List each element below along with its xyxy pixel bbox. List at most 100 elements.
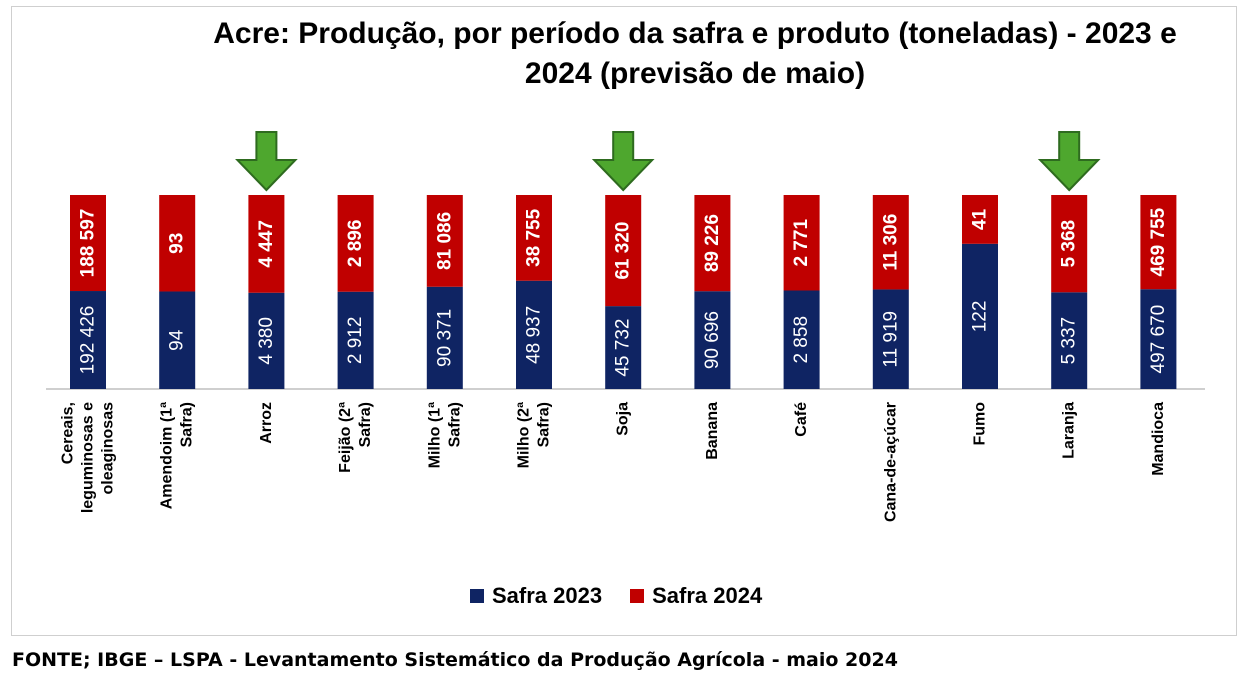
category-label-amendoim-1-safra: Amendoim (1ª Safra)	[159, 402, 196, 509]
chart-title: Acre: Produção, por período da safra e p…	[213, 17, 1177, 90]
highlight-arrow-icon-laranja	[1037, 131, 1101, 192]
legend: Safra 2023 Safra 2024	[470, 583, 790, 609]
category-label-fumo: Fumo	[972, 402, 989, 446]
category-label-line: Safra)	[446, 402, 463, 447]
bar-safra-2023-milho-2-safra	[516, 280, 552, 389]
category-label-line: Fumo	[972, 402, 989, 446]
legend-label-safra-2024: Safra 2024	[652, 583, 763, 608]
value-label-safra-2023-soja: 45 732	[613, 318, 634, 376]
bar-safra-2023-laranja	[1051, 292, 1088, 389]
value-label-safra-2024-arroz: 4 447	[256, 220, 277, 268]
value-label-safra-2024-soja: 61 320	[613, 221, 634, 279]
category-label-banana: Banana	[704, 402, 721, 460]
category-label-line: Safra)	[179, 402, 196, 447]
bar-safra-2023-cana-de-acucar	[872, 289, 909, 389]
value-label-safra-2023-milho-2-safra: 48 937	[524, 306, 545, 364]
bar-safra-2024-amendoim-1-safra	[159, 195, 196, 292]
category-label-line: Mandioca	[1150, 402, 1167, 476]
value-label-safra-2023-arroz: 4 380	[256, 317, 277, 365]
bar-safra-2023-banana	[694, 291, 731, 389]
bar-safra-2024-fumo	[962, 195, 998, 244]
category-label-cana-de-acucar: Cana-de-açúcar	[882, 402, 899, 522]
value-label-safra-2023-cereais-leguminosas-e-oleaginosas: 192 426	[78, 306, 99, 375]
category-label-line: Milho (1ª	[426, 402, 443, 468]
bar-safra-2023-fumo	[962, 243, 998, 389]
value-label-safra-2024-cana-de-acucar: 11 306	[880, 214, 901, 271]
bar-safra-2024-cafe	[783, 195, 820, 291]
value-label-safra-2023-feijao-2-safra: 2 912	[345, 317, 366, 365]
highlight-arrow-icon-arroz	[235, 131, 298, 192]
legend-item-safra-2024: Safra 2024	[630, 583, 762, 609]
category-label-milho-1-safra: Milho (1ª Safra)	[426, 402, 463, 468]
category-label-soja: Soja	[615, 402, 632, 436]
value-label-safra-2023-amendoim-1-safra: 94	[167, 329, 188, 351]
bar-safra-2024-arroz	[248, 195, 285, 293]
bar-safra-2023-mandioca	[1140, 289, 1177, 389]
category-label-line: Milho (2ª	[516, 402, 533, 468]
category-label-arroz: Arroz	[258, 402, 275, 444]
category-label-milho-2-safra: Milho (2ª Safra)	[516, 402, 553, 468]
highlight-arrow-icon-soja	[591, 131, 655, 192]
category-label-line: Laranja	[1061, 402, 1078, 459]
bar-safra-2024-milho-1-safra	[426, 195, 463, 287]
bar-safra-2024-mandioca	[1140, 195, 1177, 290]
value-label-safra-2023-banana: 90 696	[702, 311, 723, 369]
category-label-line: Safra)	[357, 402, 374, 447]
value-label-safra-2024-mandioca: 469 755	[1148, 207, 1169, 276]
category-label-line: Cereais,	[60, 402, 77, 464]
category-labels: Cereais, leguminosas e oleaginosas Amendoim…	[60, 402, 1167, 522]
value-label-safra-2024-fumo: 41	[970, 208, 991, 230]
value-label-safra-2024-milho-2-safra: 38 755	[524, 208, 545, 267]
value-label-safra-2024-feijao-2-safra: 2 896	[345, 220, 366, 268]
value-label-safra-2023-cana-de-acucar: 11 919	[880, 311, 901, 368]
value-label-safra-2024-milho-1-safra: 81 086	[434, 212, 455, 270]
category-label-line: Safra)	[536, 402, 553, 447]
category-label-line: Café	[793, 402, 810, 437]
value-label-safra-2024-cafe: 2 771	[791, 219, 812, 267]
value-label-safra-2024-laranja: 5 368	[1059, 220, 1080, 268]
value-label-safra-2023-laranja: 5 337	[1059, 317, 1080, 365]
value-label-safra-2023-fumo: 122	[970, 301, 991, 333]
legend-item-safra-2023: Safra 2023	[470, 583, 602, 609]
category-label-line: Soja	[615, 402, 632, 436]
bar-safra-2024-banana	[694, 195, 731, 292]
bar-safra-2024-soja	[605, 195, 642, 307]
bar-safra-2023-soja	[605, 306, 642, 389]
category-label-feijao-2-safra: Feijão (2ª Safra)	[337, 402, 374, 473]
legend-swatch-safra-2023	[470, 589, 484, 603]
category-label-line: oleaginosas	[100, 402, 117, 495]
category-label-line: Feijão (2ª	[337, 402, 354, 473]
bars-layer: 192 426 188 597 94 93 4 380 4 447 2 912 2 896 90…	[70, 195, 1177, 389]
value-label-safra-2023-milho-1-safra: 90 371	[434, 309, 455, 367]
category-label-line: Banana	[704, 402, 721, 460]
bar-safra-2024-cana-de-acucar	[872, 195, 909, 290]
category-label-line: Amendoim (1ª	[159, 402, 176, 509]
bar-safra-2023-milho-1-safra	[426, 286, 463, 389]
category-label-line: Cana-de-açúcar	[882, 402, 899, 522]
value-label-safra-2023-mandioca: 497 670	[1148, 305, 1169, 374]
source-note: FONTE; IBGE – LSPA - Levantamento Sistem…	[12, 649, 898, 671]
bar-safra-2023-arroz	[248, 292, 285, 389]
value-label-safra-2023-cafe: 2 858	[791, 316, 812, 364]
bar-safra-2024-milho-2-safra	[516, 195, 552, 281]
category-label-cafe: Café	[793, 402, 810, 437]
category-label-line: Arroz	[258, 402, 275, 444]
legend-label-safra-2023: Safra 2023	[492, 583, 603, 608]
bar-safra-2023-cereais-leguminosas-e-oleaginosas	[70, 291, 106, 389]
bar-safra-2024-cereais-leguminosas-e-oleaginosas	[70, 195, 106, 292]
value-label-safra-2024-amendoim-1-safra: 93	[167, 233, 188, 254]
bar-safra-2023-amendoim-1-safra	[159, 291, 196, 389]
category-label-mandioca: Mandioca	[1150, 402, 1167, 476]
category-label-cereais-leguminosas-e-oleaginosas: Cereais, leguminosas e oleaginosas	[60, 402, 117, 513]
bar-safra-2024-laranja	[1051, 195, 1088, 293]
arrows-layer	[235, 131, 1101, 192]
legend-swatch-safra-2024	[630, 589, 645, 603]
bar-safra-2023-cafe	[783, 290, 820, 389]
bar-safra-2023-feijao-2-safra	[337, 291, 374, 389]
bar-safra-2024-feijao-2-safra	[337, 195, 374, 292]
value-label-safra-2024-banana: 89 226	[702, 214, 723, 272]
category-label-laranja: Laranja	[1061, 402, 1078, 459]
value-label-safra-2024-cereais-leguminosas-e-oleaginosas: 188 597	[78, 209, 99, 278]
category-label-line: leguminosas e	[80, 402, 97, 513]
